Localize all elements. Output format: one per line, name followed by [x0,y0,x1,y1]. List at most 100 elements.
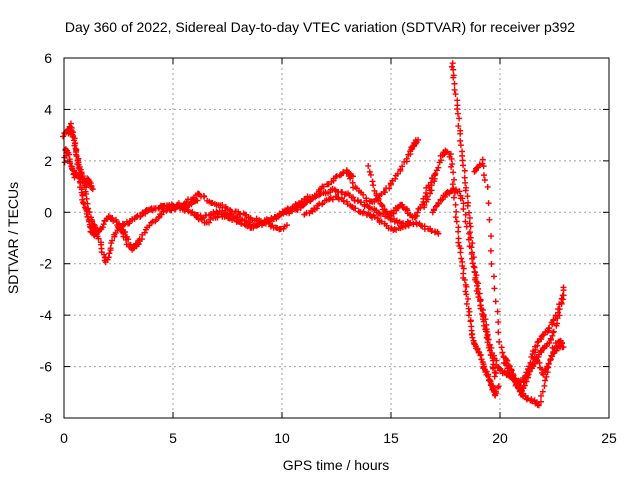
data-point [471,268,478,275]
data-point [432,203,439,210]
data-point [469,260,476,267]
data-point [421,202,428,209]
data-point [464,295,471,302]
data-point [479,156,486,163]
data-point [496,364,503,371]
data-point [75,175,82,182]
data-point [117,224,124,231]
data-point [451,176,458,183]
series-sat-p [510,337,567,409]
x-tick-label: 15 [383,430,399,446]
data-point [83,195,90,202]
data-point [491,285,498,292]
data-point [469,240,476,247]
data-point [490,273,497,280]
data-point [492,298,499,305]
data-point [451,86,458,93]
data-point [466,243,473,250]
data-point [109,215,116,222]
data-point [462,211,469,218]
data-point [417,204,424,211]
data-point [488,233,495,240]
data-point [360,191,367,198]
data-point [465,312,472,319]
data-point [523,369,530,376]
data-point [125,236,132,243]
x-tick-label: 10 [274,430,290,446]
data-point [525,363,532,370]
data-point [360,208,367,215]
data-point [459,195,466,202]
data-point [483,321,490,328]
y-axis-label: SDTVAR / TECUs [5,182,21,294]
data-point [485,200,492,207]
data-point [498,344,505,351]
data-point [503,356,510,363]
data-point [365,162,372,169]
series-sat-k [421,147,502,399]
data-point [451,80,458,87]
data-point [546,325,553,332]
data-point [539,388,546,395]
data-point [450,169,457,176]
data-point [335,196,342,203]
data-point [332,173,339,180]
data-point [555,306,562,313]
data-point [194,197,201,204]
data-point [317,191,324,198]
data-point [558,295,565,302]
data-point [465,236,472,243]
data-point [238,220,245,227]
data-point [465,305,472,312]
data-point [485,336,492,343]
x-tick-label: 25 [601,430,617,446]
data-point [100,221,107,228]
data-point [550,348,557,355]
data-point [450,66,457,73]
data-point [461,276,468,283]
x-tick-label: 0 [60,430,68,446]
data-point [461,174,468,181]
data-point [493,370,500,377]
data-point [466,230,473,237]
data-point [110,218,117,225]
data-point [69,133,76,140]
data-point [469,255,476,262]
data-point [76,165,83,172]
series-sat-o [500,284,567,394]
data-point [462,179,469,186]
y-tick-label: 4 [44,101,52,117]
data-point [234,218,241,225]
data-point [560,284,567,291]
data-point [528,353,535,360]
data-point [457,142,464,149]
data-point [464,193,471,200]
data-point [105,254,112,261]
data-point [506,363,513,370]
data-point [459,157,466,164]
data-point [472,276,479,283]
data-point [510,372,517,379]
axis-ticks [63,57,610,419]
data-point [474,345,481,352]
data-point [450,194,457,201]
data-point [109,237,116,244]
data-point [485,373,492,380]
series-sat-c [65,124,96,193]
data-point [448,163,455,170]
data-point [447,151,454,158]
data-point [358,199,365,206]
series-sat-b [61,146,143,253]
data-point [367,171,374,178]
data-point [158,211,165,218]
data-point [495,383,502,390]
x-axis-label: GPS time / hours [283,457,390,473]
data-point [463,291,470,298]
data-point [392,175,399,182]
data-point [283,222,290,229]
data-point [466,220,473,227]
data-point [481,177,488,183]
data-point [487,247,494,254]
data-point [268,216,275,223]
data-point [414,209,421,216]
